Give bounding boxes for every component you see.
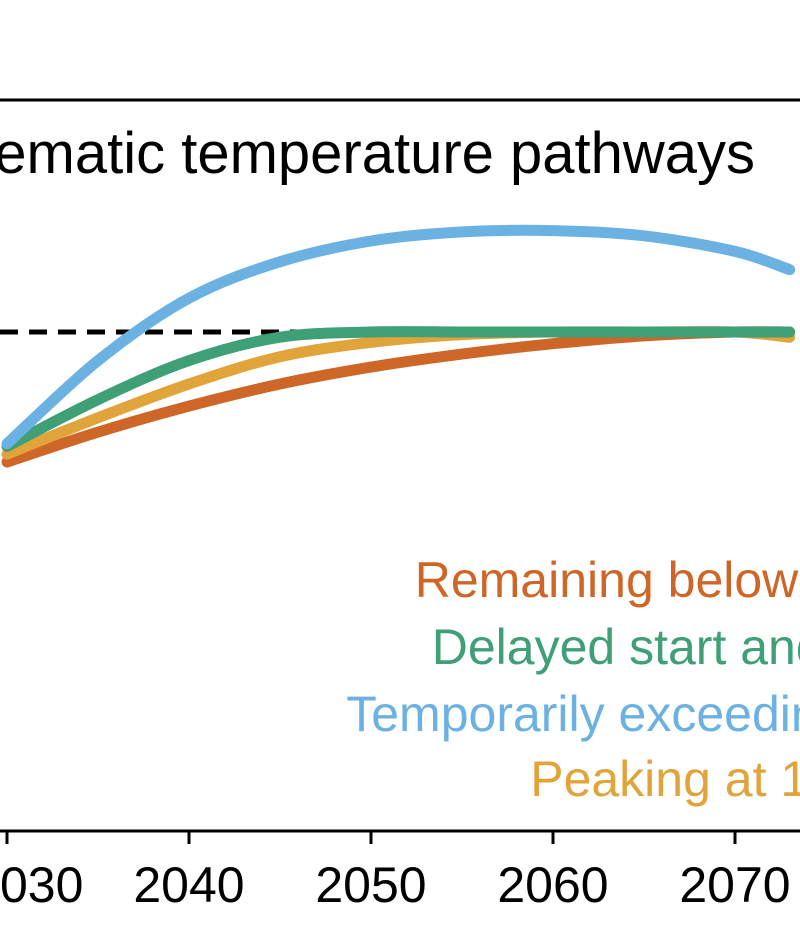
x-tick-label: 2060 bbox=[497, 857, 608, 913]
x-tick-label: 2050 bbox=[315, 857, 426, 913]
series-layer bbox=[1, 224, 796, 468]
axes-frame bbox=[0, 98, 800, 833]
series-line-3 bbox=[1, 326, 796, 452]
legend-entry-3: Temporarily exceeding 1.5°C bbox=[346, 686, 800, 742]
x-tick-label: 2040 bbox=[133, 857, 244, 913]
x-tick-label: 2070 bbox=[679, 857, 790, 913]
legend: Remaining below and stab Delayed start an… bbox=[346, 552, 800, 807]
series-line-4 bbox=[1, 224, 796, 450]
legend-entry-2: Delayed start and stabilising c bbox=[432, 619, 800, 675]
x-tick-label: 030 bbox=[0, 857, 83, 913]
series-line-1 bbox=[1, 326, 796, 468]
chart-title: hematic temperature pathways bbox=[0, 121, 755, 186]
legend-entry-4: Peaking at 1.5°C bbox=[530, 751, 800, 807]
x-axis-ticks: 030 2040 2050 2060 2070 bbox=[0, 831, 791, 913]
legend-entry-1: Remaining below and stab bbox=[415, 552, 800, 608]
